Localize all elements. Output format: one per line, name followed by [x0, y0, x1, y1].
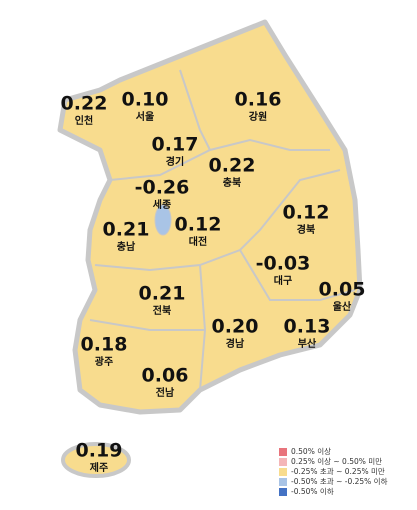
region-value: 0.13 [284, 316, 331, 338]
region-name: 경남 [226, 337, 245, 350]
region-name: 부산 [298, 337, 317, 350]
region-value: 0.17 [152, 134, 199, 156]
region-name: 경북 [297, 223, 315, 236]
jeju-island [61, 442, 131, 478]
legend-label: -0.50% 이하 [291, 486, 334, 496]
region-value: -0.26 [135, 177, 190, 199]
region-value: 0.10 [122, 89, 169, 111]
region-name: 대구 [274, 274, 292, 287]
legend-label: 0.25% 이상 ~ 0.50% 미만 [291, 456, 382, 466]
region-name: 전북 [153, 304, 171, 317]
region-borders [89, 69, 356, 391]
region-value: 0.05 [319, 279, 366, 301]
region-value: 0.18 [81, 334, 128, 356]
region-name: 울산 [333, 300, 352, 313]
region-name: 전남 [156, 386, 175, 399]
region-name: 서울 [136, 110, 154, 123]
legend-label: -0.25% 초과 ~ 0.25% 미만 [291, 467, 385, 476]
legend: 0.50% 이상0.25% 이상 ~ 0.50% 미만-0.25% 초과 ~ 0… [279, 446, 388, 496]
legend-swatch [279, 488, 287, 496]
legend-swatch [279, 448, 287, 456]
region-name: 대전 [189, 235, 207, 248]
region-name: 인천 [75, 114, 93, 127]
region-value: 0.19 [76, 440, 123, 462]
legend-swatch [279, 458, 287, 466]
region-name: 세종 [153, 198, 171, 211]
region-value: 0.21 [139, 283, 186, 305]
region-name: 충남 [117, 240, 136, 253]
legend-swatch [279, 478, 287, 486]
sejong-area [154, 204, 172, 236]
region-value: 0.20 [212, 316, 259, 338]
region-name: 충북 [223, 176, 241, 189]
region-name: 광주 [95, 356, 113, 368]
region-name: 경기 [166, 155, 184, 168]
region-name: 제주 [90, 461, 108, 474]
region-value: 0.21 [103, 219, 150, 241]
legend-label: 0.50% 이상 [291, 446, 331, 456]
region-value: 0.12 [283, 202, 330, 224]
region-value: 0.06 [142, 365, 189, 387]
region-value: 0.22 [61, 93, 108, 115]
region-value: 0.22 [209, 155, 256, 177]
region-name: 강원 [249, 110, 267, 123]
legend-label: -0.50% 초과 ~ -0.25% 이하 [291, 476, 388, 486]
region-value: 0.12 [175, 214, 222, 236]
region-value: 0.16 [235, 89, 282, 111]
region-value: -0.03 [256, 253, 311, 275]
legend-swatch [279, 468, 287, 476]
